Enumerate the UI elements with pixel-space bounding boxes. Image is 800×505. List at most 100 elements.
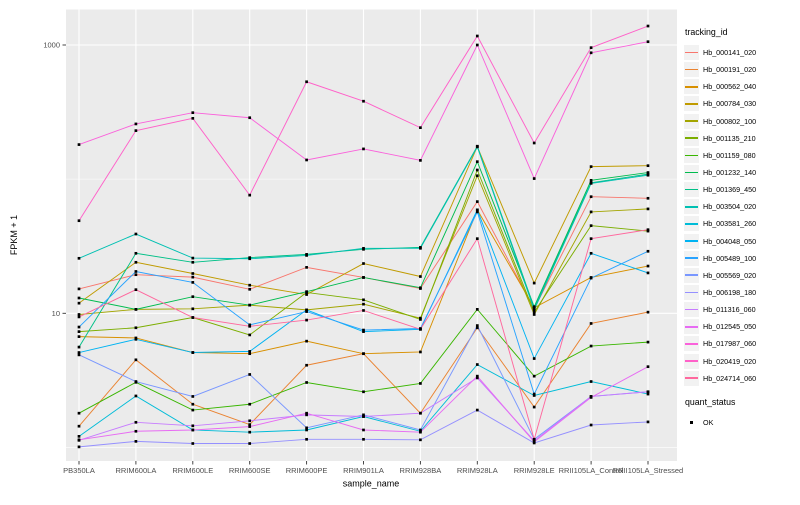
legend-key-swatch bbox=[684, 130, 699, 146]
data-point bbox=[134, 394, 138, 398]
legend: tracking_id Hb_000141_020 Hb_000191_020 Hb… bbox=[684, 27, 796, 431]
data-point bbox=[362, 276, 365, 279]
data-point bbox=[475, 145, 479, 149]
x-tick-label: RRIM600LA bbox=[115, 466, 156, 475]
data-point bbox=[248, 419, 252, 423]
data-point bbox=[305, 266, 308, 269]
data-point bbox=[589, 380, 593, 383]
data-point bbox=[532, 394, 536, 397]
data-point bbox=[532, 308, 536, 312]
data-point bbox=[646, 420, 650, 424]
legend-item-label: Hb_001159_080 bbox=[703, 150, 756, 160]
data-point bbox=[419, 350, 422, 354]
x-tick-label: RRII105LA_Control bbox=[559, 466, 624, 475]
axis-ticks: 1000 10 PB350LA RRIM600LA RRIM600LE RRIM600SE… bbox=[43, 41, 683, 475]
data-points bbox=[77, 24, 650, 449]
data-point bbox=[646, 390, 650, 394]
data-point bbox=[305, 254, 308, 257]
legend-color-line-icon bbox=[685, 240, 698, 242]
data-point bbox=[589, 224, 593, 228]
data-point bbox=[191, 275, 195, 279]
data-point bbox=[589, 251, 593, 255]
legend-item: Hb_000141_020 bbox=[684, 44, 796, 61]
data-point bbox=[646, 40, 650, 44]
data-point bbox=[305, 413, 308, 417]
data-point bbox=[134, 270, 138, 273]
data-point bbox=[134, 273, 138, 277]
legend-color-line-icon bbox=[685, 205, 698, 208]
legend-item-label: Hb_000802_100 bbox=[703, 116, 757, 126]
legend-color-line-icon bbox=[685, 51, 698, 54]
legend-color-line-icon bbox=[685, 137, 698, 139]
legend-item: Hb_000802_100 bbox=[684, 113, 796, 130]
legend-item-label: Hb_020419_020 bbox=[703, 356, 757, 366]
data-point bbox=[248, 257, 252, 261]
quant-status-legend-items: OK bbox=[684, 414, 796, 431]
data-point bbox=[362, 352, 365, 356]
data-point bbox=[589, 195, 593, 199]
data-point bbox=[191, 272, 195, 275]
data-point bbox=[191, 402, 195, 406]
legend-item: Hb_001159_080 bbox=[684, 147, 796, 164]
legend-item: Hb_012545_050 bbox=[684, 318, 796, 335]
data-point bbox=[134, 358, 138, 362]
data-point bbox=[77, 434, 81, 438]
legend-item-label: Hb_000784_030 bbox=[703, 99, 757, 109]
x-tick-label: RRIM928BA bbox=[400, 466, 442, 475]
legend-item-label: Hb_006198_180 bbox=[703, 288, 757, 298]
legend-item-label: Hb_003581_260 bbox=[703, 219, 757, 229]
data-point bbox=[77, 411, 81, 415]
legend-color-line-icon bbox=[685, 171, 698, 174]
data-point bbox=[191, 428, 195, 432]
data-point bbox=[77, 438, 81, 442]
legend-color-line-icon bbox=[685, 188, 698, 191]
legend-color-line-icon bbox=[685, 308, 698, 311]
data-point bbox=[191, 395, 195, 398]
legend-key-swatch bbox=[684, 79, 699, 95]
x-tick-label: RRII105LA_Stressed bbox=[613, 466, 683, 475]
data-point bbox=[77, 335, 81, 338]
data-point bbox=[248, 425, 252, 428]
data-point bbox=[419, 126, 422, 130]
data-point bbox=[134, 260, 138, 264]
data-point bbox=[248, 352, 252, 356]
data-point bbox=[475, 208, 479, 212]
legend-key-swatch bbox=[684, 96, 699, 112]
data-point bbox=[419, 327, 422, 331]
data-point bbox=[134, 129, 138, 132]
legend-item-label: Hb_003504_020 bbox=[703, 202, 757, 212]
legend-key-swatch bbox=[684, 113, 699, 129]
legend-color-line-icon bbox=[685, 291, 698, 294]
data-point bbox=[77, 219, 81, 223]
legend-item-label: Hb_024714_060 bbox=[703, 373, 757, 383]
data-point bbox=[77, 301, 81, 305]
legend-key-swatch bbox=[684, 182, 699, 198]
legend-color-line-icon bbox=[685, 154, 698, 157]
y-tick-label: 1000 bbox=[43, 41, 60, 50]
data-point bbox=[475, 160, 479, 164]
data-point bbox=[362, 298, 365, 302]
data-point bbox=[475, 34, 479, 38]
data-point bbox=[532, 177, 536, 180]
legend-item: Hb_003581_260 bbox=[684, 215, 796, 232]
data-point bbox=[134, 308, 138, 311]
legend-key-swatch bbox=[684, 199, 699, 215]
data-point bbox=[191, 424, 195, 428]
data-point bbox=[305, 158, 308, 162]
data-point bbox=[191, 295, 195, 299]
legend-item: Hb_000784_030 bbox=[684, 95, 796, 112]
data-point bbox=[77, 445, 81, 449]
data-point bbox=[419, 318, 422, 321]
data-point bbox=[646, 310, 650, 314]
data-point bbox=[305, 339, 308, 343]
data-point bbox=[646, 173, 650, 177]
legend-key-swatch bbox=[684, 147, 699, 163]
data-point bbox=[475, 374, 479, 378]
data-point bbox=[362, 328, 365, 332]
data-point bbox=[646, 207, 650, 211]
legend-color-line-icon bbox=[685, 120, 698, 122]
data-point bbox=[134, 429, 138, 433]
quant-status-item: OK bbox=[684, 414, 796, 431]
data-point bbox=[532, 437, 536, 441]
